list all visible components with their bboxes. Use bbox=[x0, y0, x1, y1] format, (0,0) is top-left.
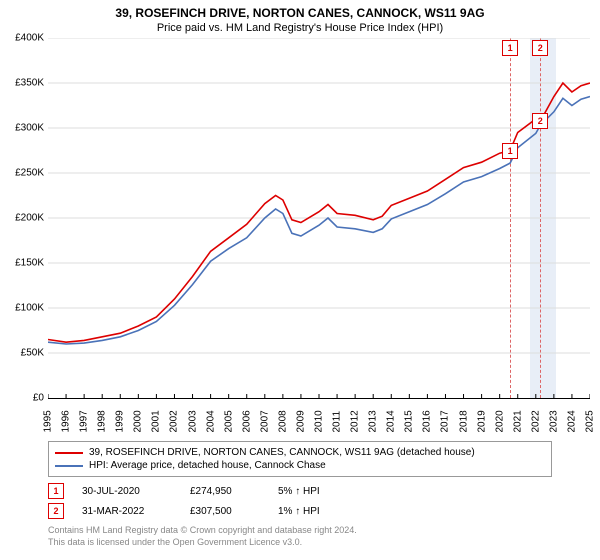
x-tick-label: 2002 bbox=[169, 410, 180, 432]
chart-subtitle: Price paid vs. HM Land Registry's House … bbox=[0, 20, 600, 38]
chart-event-top-marker: 1 bbox=[502, 40, 518, 56]
event-delta: 1% ↑ HPI bbox=[278, 506, 320, 517]
x-tick-label: 2015 bbox=[404, 410, 415, 432]
chart-event-marker: 2 bbox=[532, 113, 548, 129]
legend-item-property: 39, ROSEFINCH DRIVE, NORTON CANES, CANNO… bbox=[55, 446, 545, 459]
x-tick-label: 2007 bbox=[259, 410, 270, 432]
footer-line: This data is licensed under the Open Gov… bbox=[48, 537, 552, 549]
x-tick-label: 2008 bbox=[277, 410, 288, 432]
events-table: 1 30-JUL-2020 £274,950 5% ↑ HPI 2 31-MAR… bbox=[48, 481, 552, 521]
x-tick-label: 2003 bbox=[187, 410, 198, 432]
y-tick-label: £50K bbox=[21, 348, 44, 359]
x-tick-label: 2016 bbox=[422, 410, 433, 432]
legend-swatch bbox=[55, 465, 83, 467]
legend-swatch bbox=[55, 452, 83, 454]
legend: 39, ROSEFINCH DRIVE, NORTON CANES, CANNO… bbox=[48, 441, 552, 477]
x-tick-label: 2014 bbox=[386, 410, 397, 432]
y-tick-label: £200K bbox=[15, 213, 44, 224]
x-tick-label: 1998 bbox=[97, 410, 108, 432]
legend-label: 39, ROSEFINCH DRIVE, NORTON CANES, CANNO… bbox=[89, 447, 475, 458]
x-tick-label: 2000 bbox=[133, 410, 144, 432]
x-tick-label: 2019 bbox=[476, 410, 487, 432]
x-tick-label: 2018 bbox=[458, 410, 469, 432]
chart-event-top-marker: 2 bbox=[532, 40, 548, 56]
x-tick-label: 2017 bbox=[440, 410, 451, 432]
footer-line: Contains HM Land Registry data © Crown c… bbox=[48, 525, 552, 537]
x-tick-label: 2022 bbox=[530, 410, 541, 432]
event-date: 30-JUL-2020 bbox=[82, 486, 172, 497]
event-row: 1 30-JUL-2020 £274,950 5% ↑ HPI bbox=[48, 481, 552, 501]
x-tick-label: 1997 bbox=[79, 410, 90, 432]
x-tick-label: 1996 bbox=[61, 410, 72, 432]
x-axis: 1995199619971998199920002001200220032004… bbox=[48, 399, 590, 435]
plot-area: £0£50K£100K£150K£200K£250K£300K£350K£400… bbox=[48, 38, 590, 399]
event-marker-1: 1 bbox=[48, 483, 64, 499]
y-tick-label: £350K bbox=[15, 78, 44, 89]
event-row: 2 31-MAR-2022 £307,500 1% ↑ HPI bbox=[48, 501, 552, 521]
y-tick-label: £100K bbox=[15, 303, 44, 314]
legend-label: HPI: Average price, detached house, Cann… bbox=[89, 460, 326, 471]
x-tick-label: 1995 bbox=[43, 410, 54, 432]
x-tick-label: 2001 bbox=[151, 410, 162, 432]
event-delta: 5% ↑ HPI bbox=[278, 486, 320, 497]
x-tick-label: 2012 bbox=[350, 410, 361, 432]
x-tick-label: 2023 bbox=[548, 410, 559, 432]
series-property bbox=[48, 83, 590, 342]
x-tick-label: 2024 bbox=[566, 410, 577, 432]
event-marker-2: 2 bbox=[48, 503, 64, 519]
chart-event-marker: 1 bbox=[502, 143, 518, 159]
y-tick-label: £0 bbox=[33, 393, 44, 404]
event-date: 31-MAR-2022 bbox=[82, 506, 172, 517]
x-tick-label: 2005 bbox=[223, 410, 234, 432]
x-tick-label: 2025 bbox=[585, 410, 596, 432]
chart-container: 39, ROSEFINCH DRIVE, NORTON CANES, CANNO… bbox=[0, 0, 600, 560]
y-tick-label: £150K bbox=[15, 258, 44, 269]
x-tick-label: 1999 bbox=[115, 410, 126, 432]
y-tick-label: £400K bbox=[15, 33, 44, 44]
legend-item-hpi: HPI: Average price, detached house, Cann… bbox=[55, 459, 545, 472]
y-tick-label: £250K bbox=[15, 168, 44, 179]
x-tick-label: 2021 bbox=[512, 410, 523, 432]
x-tick-label: 2011 bbox=[332, 411, 343, 433]
x-tick-label: 2020 bbox=[494, 410, 505, 432]
event-price: £274,950 bbox=[190, 486, 260, 497]
x-tick-label: 2010 bbox=[314, 410, 325, 432]
event-price: £307,500 bbox=[190, 506, 260, 517]
x-tick-label: 2004 bbox=[205, 410, 216, 432]
x-tick-label: 2013 bbox=[368, 410, 379, 432]
series-hpi bbox=[48, 97, 590, 345]
chart-title: 39, ROSEFINCH DRIVE, NORTON CANES, CANNO… bbox=[0, 0, 600, 20]
x-tick-label: 2006 bbox=[241, 410, 252, 432]
footer: Contains HM Land Registry data © Crown c… bbox=[48, 525, 552, 548]
x-tick-label: 2009 bbox=[295, 410, 306, 432]
y-tick-label: £300K bbox=[15, 123, 44, 134]
